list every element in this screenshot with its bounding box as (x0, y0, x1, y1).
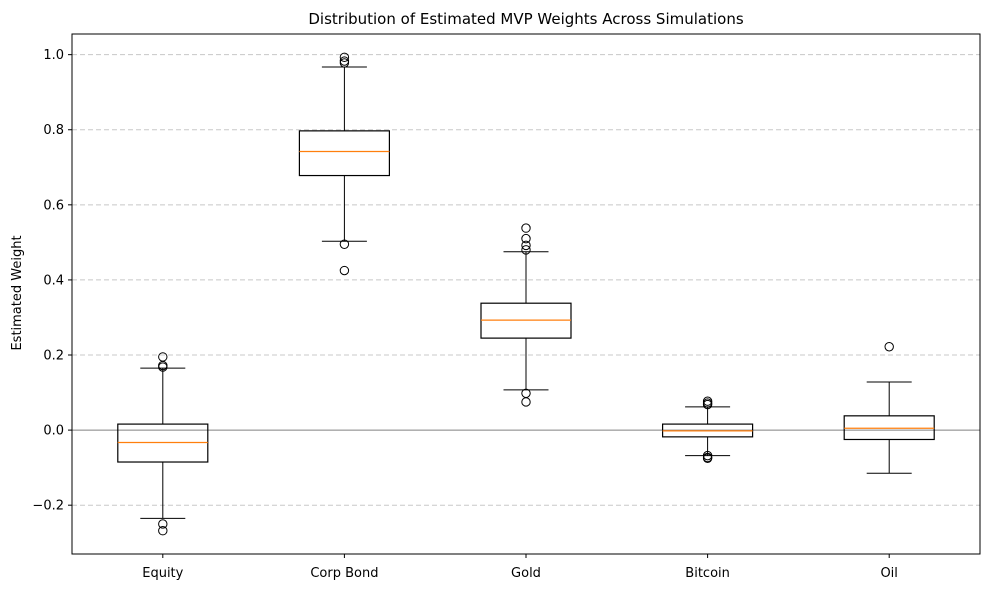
outlier-point (339, 58, 350, 68)
outlier-point (521, 233, 531, 244)
iqr-box (298, 130, 390, 177)
box-equity (117, 352, 209, 536)
y-tick-label: 0.0 (43, 424, 64, 439)
outlier-point (521, 397, 531, 407)
y-tick-label: 0.8 (43, 123, 64, 138)
axes: −0.2 0.0 0.2 0.4 0.6 0.8 1.0 Equity Corp Bond Gol… (32, 33, 981, 581)
outlier-point (339, 52, 350, 62)
x-tick-label: Bitcoin (685, 566, 730, 581)
y-tick-label: 0.2 (43, 349, 64, 364)
x-tick-label: Equity (142, 566, 183, 581)
outlier-point (339, 239, 350, 249)
outlier-point (158, 352, 168, 362)
y-tick-label: 0.4 (43, 273, 64, 288)
box-corp-bond (298, 52, 390, 276)
y-tick-label: 1.0 (43, 48, 64, 63)
outlier-point (702, 399, 713, 410)
y-tick-label: 0.6 (43, 198, 64, 213)
outlier-point (884, 342, 894, 352)
box-gold (480, 223, 572, 407)
y-tick-label: −0.2 (32, 499, 64, 514)
outlier-point (158, 362, 168, 372)
outlier-point (702, 453, 713, 463)
outlier-point (521, 245, 531, 255)
box-bitcoin (661, 396, 754, 463)
y-axis-label: Estimated Weight (10, 235, 25, 350)
box-oil (843, 342, 935, 474)
boxes (117, 52, 935, 536)
outlier-point (339, 265, 350, 276)
x-tick-label: Oil (880, 566, 897, 581)
outlier-point (158, 526, 168, 536)
outlier-point (521, 240, 531, 251)
outlier-point (158, 519, 168, 529)
x-tick-label: Corp Bond (310, 566, 378, 581)
grid-lines (72, 54, 980, 506)
chart-title: Distribution of Estimated MVP Weights Ac… (308, 10, 743, 28)
outlier-point (521, 223, 531, 233)
x-tick-label: Gold (511, 566, 541, 581)
